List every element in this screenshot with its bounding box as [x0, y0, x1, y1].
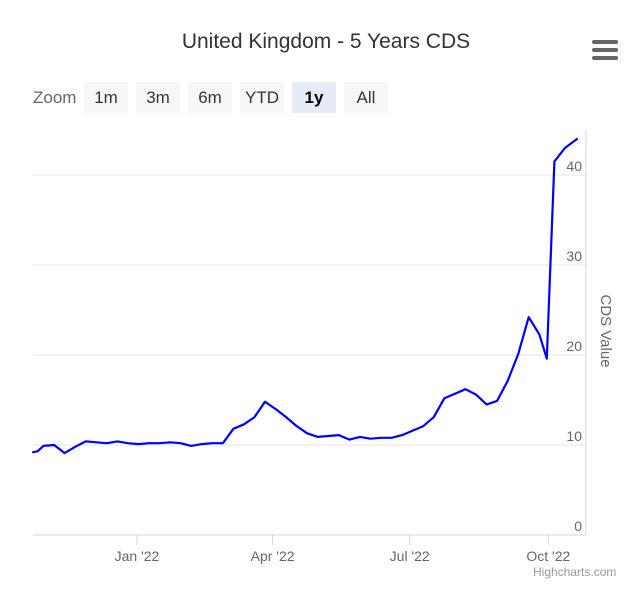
y-tick-label: 40 [566, 158, 582, 174]
zoom-button-ytd[interactable]: YTD [240, 82, 284, 113]
y-tick-label: 0 [574, 518, 582, 534]
zoom-button-1y[interactable]: 1y [292, 82, 336, 113]
x-tick-label: Oct '22 [526, 548, 570, 564]
y-tick-label: 30 [566, 248, 582, 264]
y-tick-label: 20 [566, 338, 582, 354]
x-tick-label: Jul '22 [390, 548, 430, 564]
zoom-button-1m[interactable]: 1m [84, 82, 128, 113]
zoom-button-6m[interactable]: 6m [188, 82, 232, 113]
y-axis-title: CDS Value [597, 294, 614, 367]
cds-series-line [31, 137, 579, 455]
menu-bar [592, 56, 618, 60]
zoom-button-3m[interactable]: 3m [136, 82, 180, 113]
chart-title: United Kingdom - 5 Years CDS [181, 30, 471, 53]
menu-bar [592, 48, 618, 52]
highcharts-credit[interactable]: Highcharts.com [533, 565, 617, 579]
y-tick-label: 10 [566, 428, 582, 444]
x-tick-label: Jan '22 [115, 548, 160, 564]
x-tick-label: Apr '22 [251, 548, 295, 564]
zoom-button-all[interactable]: All [344, 82, 388, 113]
zoom-label: Zoom [33, 88, 77, 107]
menu-bar [592, 40, 618, 44]
hamburger-menu-icon[interactable] [592, 40, 618, 62]
